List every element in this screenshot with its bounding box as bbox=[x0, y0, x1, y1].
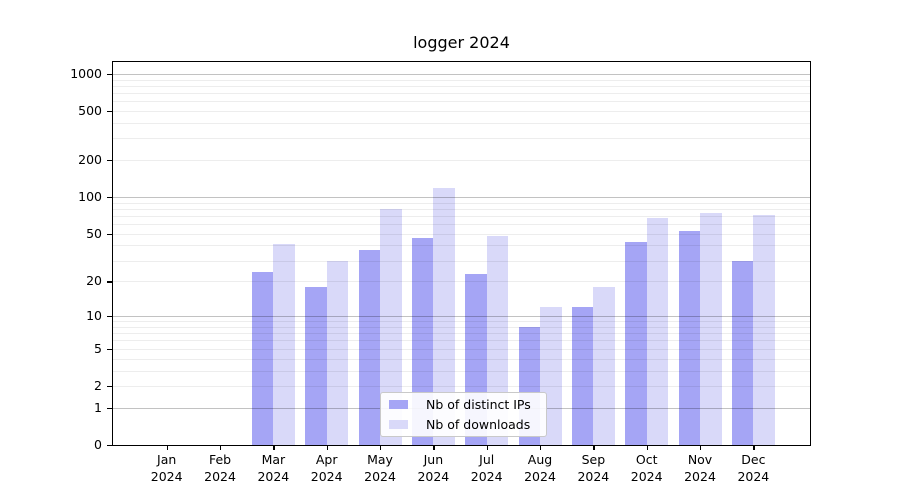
x-tick-label-feb: Feb 2024 bbox=[204, 452, 236, 484]
plot-area bbox=[113, 62, 810, 445]
bar-distinct-ips-apr bbox=[305, 286, 327, 445]
bar-downloads-nov bbox=[700, 213, 722, 445]
y-tick-500 bbox=[107, 111, 113, 113]
gridline-500 bbox=[113, 111, 810, 113]
bar-downloads-may bbox=[380, 208, 402, 445]
y-tick-20 bbox=[107, 281, 113, 283]
bar-downloads-apr bbox=[326, 260, 349, 445]
y-tick-label-20: 20 bbox=[86, 273, 102, 289]
y-tick-label-100: 100 bbox=[78, 189, 102, 205]
x-tick-feb bbox=[220, 445, 222, 450]
x-tick-label-aug: Aug 2024 bbox=[524, 452, 556, 484]
bar-distinct-ips-nov bbox=[678, 230, 701, 445]
x-tick-mar bbox=[273, 445, 275, 450]
y-tick-100 bbox=[107, 197, 113, 199]
x-tick-nov bbox=[700, 445, 702, 450]
x-tick-apr bbox=[326, 445, 328, 450]
y-tick-label-50: 50 bbox=[86, 225, 102, 241]
x-tick-may bbox=[380, 445, 382, 450]
y-tick-2 bbox=[107, 385, 113, 388]
legend-swatch-distinct-ips bbox=[389, 400, 408, 410]
x-tick-label-dec: Dec 2024 bbox=[737, 452, 770, 484]
y-tick-50 bbox=[107, 233, 113, 235]
y-tick-label-2: 2 bbox=[94, 377, 102, 393]
legend-item-distinct-ips: Nb of distinct IPs bbox=[387, 397, 540, 413]
x-tick-oct bbox=[646, 445, 648, 450]
y-tick-label-0: 0 bbox=[94, 437, 102, 452]
x-tick-dec bbox=[753, 445, 755, 450]
bar-distinct-ips-sep bbox=[571, 307, 594, 445]
legend-swatch-downloads bbox=[389, 419, 408, 429]
bar-distinct-ips-mar bbox=[251, 272, 274, 445]
x-tick-label-nov: Nov 2024 bbox=[684, 452, 716, 484]
x-tick-label-sep: Sep 2024 bbox=[577, 452, 610, 484]
x-tick-label-oct: Oct 2024 bbox=[630, 452, 663, 484]
x-tick-jun bbox=[433, 445, 435, 450]
legend: Nb of distinct IPs Nb of downloads bbox=[380, 392, 547, 437]
bar-downloads-oct bbox=[646, 218, 669, 445]
legend-label-distinct-ips: Nb of distinct IPs bbox=[426, 397, 531, 413]
bar-downloads-sep bbox=[593, 286, 615, 445]
gridline-90 bbox=[113, 202, 810, 204]
x-tick-label-jun: Jun 2024 bbox=[417, 452, 450, 484]
gridline-100 bbox=[113, 197, 810, 199]
x-tick-label-mar: Mar 2024 bbox=[257, 452, 290, 484]
y-tick-10 bbox=[107, 316, 113, 318]
bar-downloads-mar bbox=[273, 244, 295, 445]
y-tick-label-1000: 1000 bbox=[70, 65, 102, 81]
gridline-900 bbox=[113, 79, 810, 81]
y-tick-200 bbox=[107, 160, 113, 162]
gridline-400 bbox=[113, 122, 810, 124]
x-tick-label-jul: Jul 2024 bbox=[470, 452, 503, 484]
gridline-300 bbox=[113, 138, 810, 140]
gridline-1000 bbox=[113, 73, 810, 75]
x-tick-jul bbox=[486, 445, 488, 450]
y-tick-5 bbox=[107, 348, 113, 350]
bar-distinct-ips-oct bbox=[625, 241, 647, 445]
bar-downloads-dec bbox=[753, 214, 775, 445]
gridline-80 bbox=[113, 208, 810, 210]
gridline-200 bbox=[113, 160, 810, 162]
y-tick-label-500: 500 bbox=[78, 103, 102, 119]
y-tick-label-10: 10 bbox=[86, 308, 102, 324]
y-tick-0 bbox=[107, 445, 113, 447]
x-tick-label-jan: Jan 2024 bbox=[150, 452, 183, 484]
y-tick-1 bbox=[107, 407, 113, 409]
x-tick-sep bbox=[593, 445, 595, 450]
x-tick-label-apr: Apr 2024 bbox=[310, 452, 343, 484]
x-tick-label-may: May 2024 bbox=[364, 452, 396, 484]
bar-downloads-jun bbox=[433, 187, 455, 445]
y-tick-label-1: 1 bbox=[94, 399, 102, 415]
y-tick-1000 bbox=[107, 73, 113, 76]
bar-distinct-ips-dec bbox=[731, 260, 754, 445]
legend-item-downloads: Nb of downloads bbox=[387, 417, 540, 433]
bar-distinct-ips-may bbox=[358, 249, 381, 445]
gridline-700 bbox=[113, 92, 810, 94]
x-tick-aug bbox=[540, 445, 542, 450]
legend-label-downloads: Nb of downloads bbox=[426, 416, 531, 432]
y-tick-label-200: 200 bbox=[78, 152, 102, 168]
gridline-600 bbox=[113, 101, 810, 103]
gridline-800 bbox=[113, 85, 810, 87]
y-tick-label-5: 5 bbox=[94, 340, 102, 356]
chart-title: logger 2024 bbox=[413, 33, 510, 52]
x-tick-jan bbox=[166, 445, 168, 450]
